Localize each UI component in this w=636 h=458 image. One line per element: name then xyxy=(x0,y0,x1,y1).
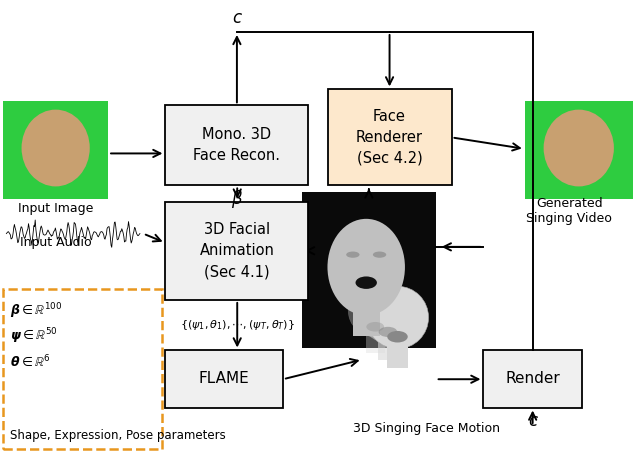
Text: $\boldsymbol{\theta} \in \mathbb{R}^{6}$: $\boldsymbol{\theta} \in \mathbb{R}^{6}$ xyxy=(10,354,50,370)
FancyBboxPatch shape xyxy=(366,331,385,353)
Text: Input Image: Input Image xyxy=(18,202,93,215)
FancyBboxPatch shape xyxy=(165,350,283,408)
Ellipse shape xyxy=(366,322,384,332)
Text: Mono. 3D
Face Recon.: Mono. 3D Face Recon. xyxy=(193,127,280,164)
Text: Input Audio: Input Audio xyxy=(20,236,91,249)
Ellipse shape xyxy=(359,288,417,343)
Text: $\boldsymbol{\psi} \in \mathbb{R}^{50}$: $\boldsymbol{\psi} \in \mathbb{R}^{50}$ xyxy=(10,327,57,346)
Ellipse shape xyxy=(373,251,386,258)
FancyBboxPatch shape xyxy=(353,297,380,336)
Text: $c$: $c$ xyxy=(232,9,243,27)
FancyBboxPatch shape xyxy=(378,336,398,360)
Ellipse shape xyxy=(544,109,614,186)
Text: Face
Renderer
(Sec 4.2): Face Renderer (Sec 4.2) xyxy=(356,109,423,166)
Ellipse shape xyxy=(348,285,402,337)
FancyBboxPatch shape xyxy=(165,202,308,300)
Text: Generated
Singing Video: Generated Singing Video xyxy=(526,196,612,225)
FancyBboxPatch shape xyxy=(387,342,408,368)
FancyBboxPatch shape xyxy=(165,105,308,185)
Text: Render: Render xyxy=(505,371,560,387)
Text: $\{(\psi_1,\theta_1),\cdots,(\psi_T,\theta_T)\}$: $\{(\psi_1,\theta_1),\cdots,(\psi_T,\the… xyxy=(180,318,294,332)
Text: Shape, Expression, Pose parameters: Shape, Expression, Pose parameters xyxy=(10,429,225,442)
Ellipse shape xyxy=(366,286,429,349)
Text: FLAME: FLAME xyxy=(199,371,249,387)
Ellipse shape xyxy=(328,219,405,316)
Text: $\beta$: $\beta$ xyxy=(231,188,244,210)
FancyBboxPatch shape xyxy=(328,89,452,185)
FancyBboxPatch shape xyxy=(302,192,436,348)
Ellipse shape xyxy=(378,327,398,337)
Text: 3D Facial
Animation
(Sec 4.1): 3D Facial Animation (Sec 4.1) xyxy=(200,222,274,279)
FancyBboxPatch shape xyxy=(483,350,582,408)
Text: 3D Singing Face Motion: 3D Singing Face Motion xyxy=(352,422,500,435)
FancyBboxPatch shape xyxy=(3,101,108,199)
Ellipse shape xyxy=(387,331,408,343)
Text: $\boldsymbol{\beta} \in \mathbb{R}^{100}$: $\boldsymbol{\beta} \in \mathbb{R}^{100}… xyxy=(10,302,62,321)
Ellipse shape xyxy=(346,251,359,258)
Ellipse shape xyxy=(22,109,90,186)
FancyBboxPatch shape xyxy=(525,101,633,199)
Ellipse shape xyxy=(356,277,377,289)
Text: $c$: $c$ xyxy=(527,412,539,431)
